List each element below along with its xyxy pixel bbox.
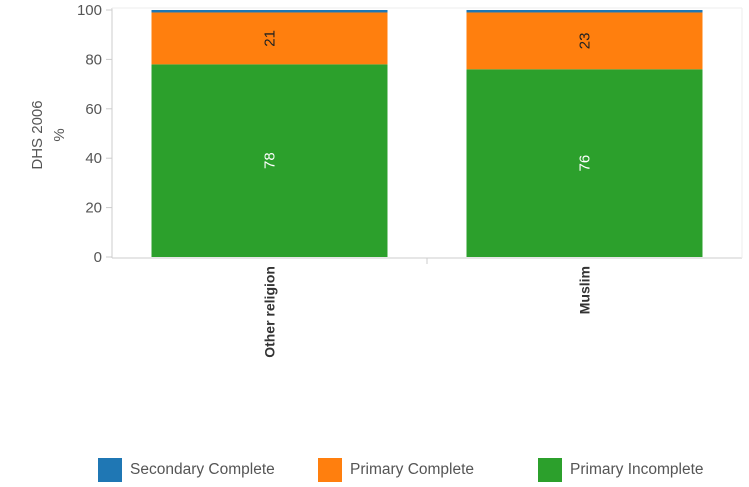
data-label: 21 (262, 30, 279, 47)
legend-swatch-primary-complete (318, 458, 342, 482)
bar-segment-primary-complete (151, 12, 388, 65)
bar-segment-primary-incomplete (151, 64, 388, 257)
bar-segment-primary-incomplete (466, 69, 703, 257)
y-ticks: 0 20 40 60 80 100 (77, 2, 112, 266)
legend-swatch-primary-incomplete (538, 458, 562, 482)
survey-label: DHS 2006 (29, 100, 46, 169)
bar-segment-primary-complete (466, 12, 703, 70)
y-tick-label: 80 (85, 51, 102, 68)
bar-segment-secondary-complete (466, 10, 703, 13)
bar-segment-secondary-complete (151, 10, 388, 13)
legend-item-secondary-complete[interactable]: Secondary Complete (98, 458, 275, 482)
category-label: Muslim (577, 266, 593, 314)
legend-item-primary-incomplete[interactable]: Primary Incomplete (538, 458, 704, 482)
data-label: 78 (262, 152, 279, 169)
stacked-bar-chart: 78 21 76 23 0 20 40 60 80 100 Other religion Musl… (29, 2, 743, 358)
legend-swatch-secondary-complete (98, 458, 122, 482)
legend-label: Primary Complete (350, 461, 475, 478)
y-axis-title: % (51, 128, 68, 141)
y-tick-label: 60 (85, 101, 102, 118)
y-tick-label: 0 (94, 249, 102, 266)
y-tick-label: 20 (85, 200, 102, 217)
x-categories: Other religion Muslim (262, 258, 593, 358)
legend: Secondary Complete Primary Complete Prim… (0, 458, 749, 484)
legend-label: Primary Incomplete (570, 461, 704, 478)
legend-item-primary-complete[interactable]: Primary Complete (318, 458, 474, 482)
category-label: Other religion (262, 266, 278, 358)
data-label: 76 (577, 155, 594, 172)
data-label: 23 (577, 33, 594, 50)
bars: 78 21 76 23 (151, 10, 703, 257)
y-tick-label: 100 (77, 2, 102, 19)
y-tick-label: 40 (85, 150, 102, 167)
legend-label: Secondary Complete (130, 461, 275, 478)
